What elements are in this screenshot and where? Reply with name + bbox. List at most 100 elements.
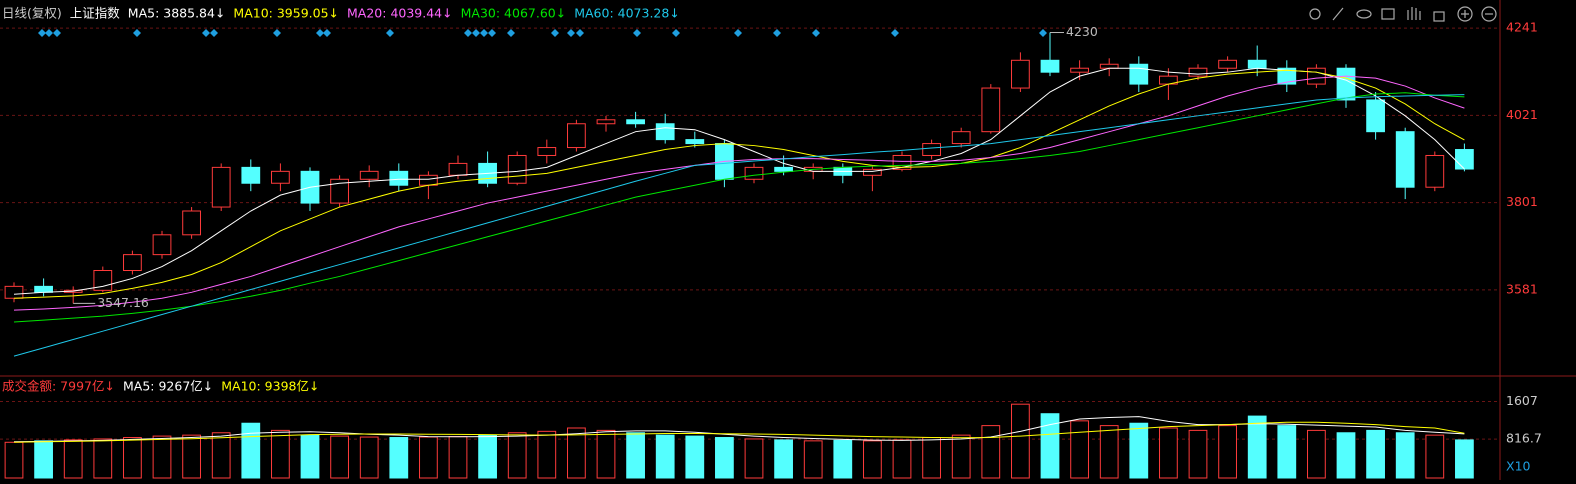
zoom-in-icon[interactable]	[1457, 6, 1473, 22]
volume-bar	[774, 439, 793, 479]
candle-body	[507, 154, 527, 184]
volume-bar	[655, 434, 675, 479]
volume-bar	[1188, 429, 1208, 479]
candle-body	[1070, 67, 1089, 73]
volume-bar	[448, 436, 468, 479]
volume-bar	[300, 434, 320, 479]
volume-bar	[63, 439, 83, 479]
candle-body	[685, 139, 705, 145]
y-tick-label: 4241	[1506, 20, 1538, 35]
volume-ma-line	[13, 416, 1465, 443]
signal-marker	[567, 29, 575, 37]
legend-entry: MA5: 3885.84↓	[128, 6, 226, 21]
signal-marker	[576, 29, 584, 37]
candle-body	[1011, 59, 1030, 89]
legend-entry: MA30: 4067.60↓	[461, 6, 567, 21]
annotation: 3547.16	[97, 295, 149, 310]
candle-body	[211, 166, 231, 208]
ma-line	[13, 92, 1465, 323]
y-tick-label: 1607	[1506, 393, 1538, 408]
ma-line	[13, 67, 1465, 295]
candle-body	[1395, 131, 1415, 188]
candle-body	[626, 119, 645, 125]
candle-body	[922, 143, 941, 156]
candle-body	[567, 123, 586, 149]
signal-marker	[323, 29, 331, 37]
volume-bar	[1040, 413, 1060, 479]
volume-bar	[419, 436, 438, 479]
volume-bar	[537, 430, 557, 479]
draw-icon[interactable]	[1332, 7, 1344, 21]
signal-marker	[316, 29, 324, 37]
volume-bar	[1395, 432, 1415, 479]
candle-body	[1247, 59, 1267, 69]
signal-marker	[734, 29, 742, 37]
candle-body	[1129, 63, 1149, 85]
volume-bar	[922, 437, 941, 479]
candle-body	[1307, 67, 1326, 85]
volume-bar	[863, 440, 882, 479]
signal-marker	[45, 29, 53, 37]
volume-bar	[626, 432, 645, 479]
legend-entry: MA5: 9267亿↓	[123, 379, 213, 394]
candle-body	[1336, 67, 1356, 101]
view-icon[interactable]	[1356, 9, 1372, 19]
candle-body	[1455, 149, 1474, 170]
volume-bar	[93, 438, 113, 479]
candle-body	[1188, 67, 1208, 77]
volume-bar	[744, 438, 764, 479]
volume-bar	[359, 436, 379, 479]
candle-body	[774, 166, 793, 172]
candle-body	[1099, 63, 1119, 69]
ma-line	[13, 94, 1465, 357]
volume-bar	[1159, 427, 1178, 479]
y-tick-label: 4021	[1506, 107, 1538, 122]
volume-bar	[123, 437, 142, 479]
volume-bar	[1455, 439, 1474, 479]
volume-bar	[596, 429, 616, 479]
volume-bar	[892, 439, 912, 479]
toolbar[interactable]	[1309, 6, 1497, 22]
y-tick-label: 816.7	[1506, 431, 1542, 446]
volume-bar	[567, 427, 586, 479]
candle-body	[1218, 59, 1237, 69]
volume-bar	[478, 434, 497, 479]
signal-marker	[633, 29, 641, 37]
candle-body	[271, 170, 290, 184]
volume-bar	[389, 437, 409, 479]
volume-bar	[1099, 425, 1119, 479]
store-icon[interactable]	[1381, 8, 1395, 20]
volume-bar	[241, 422, 261, 479]
zoom-out-icon[interactable]	[1481, 6, 1497, 22]
hand-icon[interactable]	[1407, 7, 1421, 20]
signal-marker	[273, 29, 281, 37]
volume-bar	[951, 434, 971, 479]
chart-title: 日线(复权)	[2, 6, 62, 21]
settings-icon[interactable]	[1309, 8, 1321, 20]
signal-marker	[891, 29, 899, 37]
candle-body	[1425, 154, 1445, 188]
volume-title: 成交金额: 7997亿↓	[2, 379, 115, 394]
annotation: 4230	[1066, 24, 1098, 39]
volume-bar	[152, 435, 172, 479]
volume-bar	[4, 441, 24, 479]
volume-bar	[803, 440, 823, 479]
volume-ma-line	[13, 421, 1465, 443]
lock-icon[interactable]	[1433, 11, 1445, 22]
volume-bar	[1366, 429, 1385, 479]
candle-body	[448, 162, 468, 176]
signal-marker	[386, 29, 394, 37]
ma-line	[13, 69, 1465, 299]
candle-body	[951, 131, 971, 145]
candle-body	[863, 168, 882, 176]
volume-bar	[981, 425, 1001, 479]
volume-bar	[1425, 434, 1445, 479]
y-tick-label: 3801	[1506, 194, 1538, 209]
signal-marker	[551, 29, 559, 37]
volume-bar	[1307, 429, 1326, 479]
signal-marker	[488, 29, 496, 37]
candle-body	[744, 166, 764, 180]
legend-entry: MA10: 3959.05↓	[233, 6, 339, 21]
volume-bar	[271, 429, 290, 479]
